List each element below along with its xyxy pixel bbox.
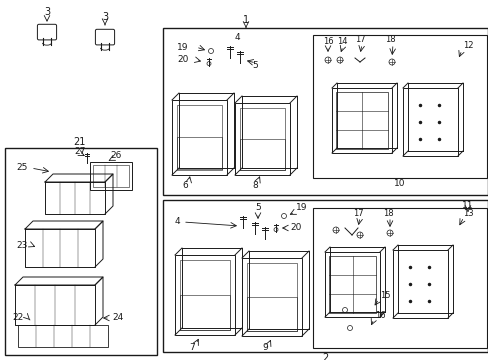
- Text: 26: 26: [110, 150, 122, 159]
- Bar: [335, 92, 387, 149]
- Text: 27: 27: [74, 148, 85, 157]
- Bar: [180, 295, 229, 330]
- Text: 22: 22: [12, 314, 23, 323]
- Text: 16: 16: [323, 37, 333, 46]
- Text: 16: 16: [374, 310, 385, 320]
- Text: 19: 19: [177, 42, 188, 51]
- Bar: [240, 108, 285, 170]
- Bar: [235, 103, 289, 175]
- Bar: [163, 28, 487, 195]
- Text: 13: 13: [462, 208, 472, 217]
- Bar: [5, 148, 157, 355]
- Bar: [392, 250, 447, 318]
- Text: 11: 11: [461, 201, 473, 210]
- Text: 4: 4: [174, 217, 180, 226]
- Text: 6: 6: [182, 180, 187, 189]
- Text: 23: 23: [16, 240, 28, 249]
- Bar: [172, 100, 226, 175]
- Text: 15: 15: [379, 291, 390, 300]
- Bar: [163, 200, 487, 352]
- Bar: [331, 88, 391, 153]
- Bar: [240, 139, 285, 170]
- Text: 2: 2: [321, 353, 327, 360]
- Text: 19: 19: [295, 203, 307, 212]
- Text: 17: 17: [354, 36, 365, 45]
- Bar: [402, 88, 457, 156]
- Bar: [180, 260, 229, 330]
- Bar: [246, 297, 296, 331]
- Text: 25: 25: [16, 163, 28, 172]
- Text: 7: 7: [189, 343, 195, 352]
- Text: 9: 9: [262, 343, 267, 352]
- Bar: [175, 255, 235, 335]
- Bar: [177, 105, 222, 170]
- Bar: [328, 256, 375, 313]
- Text: 18: 18: [384, 36, 394, 45]
- Bar: [312, 35, 486, 178]
- Text: 10: 10: [393, 179, 405, 188]
- Text: 3: 3: [102, 12, 108, 22]
- Text: 12: 12: [462, 40, 472, 49]
- Text: 8: 8: [252, 180, 257, 189]
- Text: 21: 21: [73, 137, 85, 147]
- Text: 4: 4: [234, 32, 239, 41]
- Bar: [93, 165, 129, 187]
- Text: 1: 1: [243, 15, 248, 25]
- Text: 24: 24: [112, 314, 123, 323]
- Text: 20: 20: [289, 224, 301, 233]
- Text: 18: 18: [382, 208, 392, 217]
- Bar: [312, 208, 486, 348]
- Bar: [325, 252, 379, 317]
- Text: 14: 14: [336, 37, 347, 46]
- Bar: [90, 162, 132, 190]
- Bar: [242, 258, 302, 336]
- Bar: [177, 137, 222, 169]
- Text: 5: 5: [255, 203, 260, 212]
- Text: 17: 17: [352, 208, 363, 217]
- Bar: [246, 263, 296, 331]
- Bar: [18, 325, 108, 347]
- Text: 5: 5: [251, 60, 257, 69]
- Text: 20: 20: [177, 55, 188, 64]
- Text: 3: 3: [44, 7, 50, 17]
